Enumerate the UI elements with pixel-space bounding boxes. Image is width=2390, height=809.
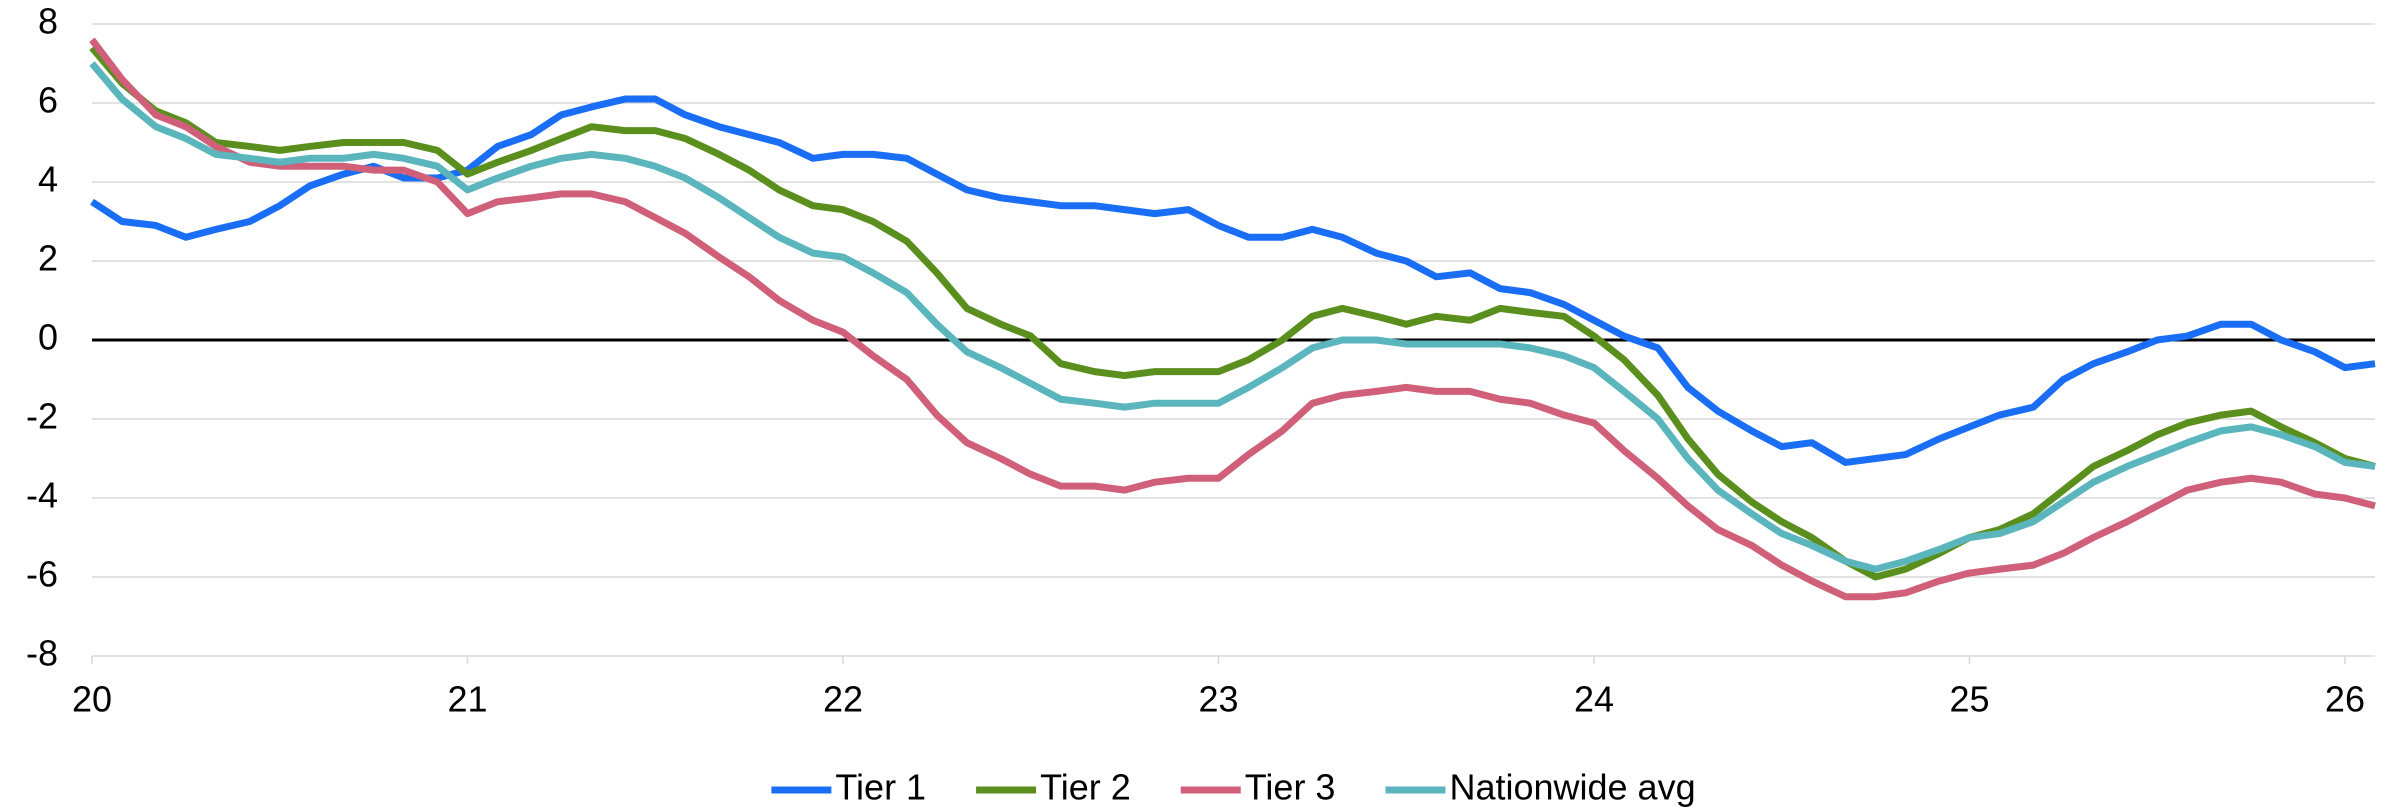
legend-label: Nationwide avg <box>1449 767 1695 808</box>
legend-label: Tier 2 <box>1040 767 1131 808</box>
x-tick-label: 26 <box>2325 679 2365 720</box>
x-tick-label: 21 <box>447 679 487 720</box>
y-tick-label: -4 <box>26 475 58 516</box>
y-tick-label: 4 <box>38 159 58 200</box>
x-tick-label: 24 <box>1574 679 1614 720</box>
series-line <box>89 61 2376 573</box>
y-tick-label: -2 <box>26 396 58 437</box>
legend-label: Tier 1 <box>835 767 926 808</box>
y-tick-label: 8 <box>38 1 58 42</box>
series-line <box>90 95 2376 466</box>
y-tick-label: 0 <box>38 317 58 358</box>
y-tick-label: -6 <box>26 554 58 595</box>
series-line <box>89 37 2376 601</box>
x-tick-label: 25 <box>1949 679 1989 720</box>
legend-label: Tier 3 <box>1245 767 1336 808</box>
x-tick-label: 23 <box>1198 679 1238 720</box>
y-tick-label: 6 <box>38 80 58 121</box>
x-tick-label: 22 <box>823 679 863 720</box>
y-tick-label: 2 <box>38 238 58 279</box>
x-tick-label: 20 <box>72 679 112 720</box>
y-tick-label: -8 <box>26 633 58 674</box>
